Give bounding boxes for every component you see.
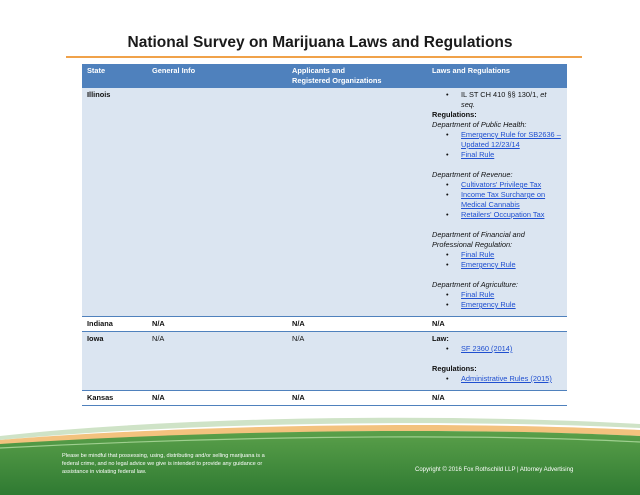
list-item: Retailers' Occupation Tax	[446, 210, 562, 220]
general-info-cell: N/A	[147, 331, 287, 391]
list-item: Emergency Rule	[446, 260, 562, 270]
dept-financial-line2: Professional Regulation:	[432, 240, 513, 249]
laws-cell: IL ST CH 410 §§ 130/1, et seq. Regulatio…	[427, 88, 567, 317]
list-item: Final Rule	[446, 290, 562, 300]
revenue-links: Cultivators' Privilege Tax Income Tax Su…	[432, 180, 562, 220]
laws-table: State General Info Applicants and Regist…	[82, 64, 567, 406]
applicants-cell: N/A	[287, 331, 427, 391]
header-laws: Laws and Regulations	[427, 64, 567, 88]
footer-wave-graphic	[0, 417, 640, 495]
general-info-cell: N/A	[147, 390, 287, 406]
header-applicants: Applicants and Registered Organizations	[287, 64, 427, 88]
state-cell: Indiana	[82, 316, 147, 332]
state-cell: Illinois	[82, 88, 147, 317]
list-item: SF 2360 (2014)	[446, 344, 562, 354]
dept-agriculture: Department of Agriculture:	[432, 280, 518, 289]
general-info-cell	[147, 88, 287, 317]
statute-italic: et seq.	[461, 90, 547, 109]
dept-public-health: Department of Public Health:	[432, 120, 527, 129]
general-info-cell: N/A	[147, 316, 287, 332]
applicants-cell: N/A	[287, 316, 427, 332]
list-item: Cultivators' Privilege Tax	[446, 180, 562, 190]
financial-emergency-rule-link[interactable]: Emergency Rule	[461, 260, 516, 269]
laws-cell: N/A	[427, 390, 567, 406]
iowa-regs-links: Administrative Rules (2015)	[432, 374, 562, 384]
table-row-kansas: Kansas N/A N/A N/A	[82, 390, 567, 406]
header-applicants-line1: Applicants and	[292, 66, 345, 75]
regulations-label: Regulations:	[432, 364, 477, 373]
table-row-indiana: Indiana N/A N/A N/A	[82, 316, 567, 332]
income-tax-surcharge-link-cont[interactable]: Medical Cannabis	[461, 200, 520, 209]
list-item: Final Rule	[446, 250, 562, 260]
administrative-rules-link[interactable]: Administrative Rules (2015)	[461, 374, 552, 383]
applicants-cell	[287, 88, 427, 317]
header-applicants-line2: Registered Organizations	[292, 76, 382, 85]
agriculture-emergency-rule-link[interactable]: Emergency Rule	[461, 300, 516, 309]
agriculture-final-rule-link[interactable]: Final Rule	[461, 290, 495, 299]
footer-copyright: Copyright © 2016 Fox Rothschild LLP | At…	[415, 467, 574, 473]
laws-cell: N/A	[427, 316, 567, 332]
statute-list: IL ST CH 410 §§ 130/1, et seq.	[432, 90, 562, 110]
financial-final-rule-link[interactable]: Final Rule	[461, 250, 495, 259]
sf-2360-link[interactable]: SF 2360 (2014)	[461, 344, 513, 353]
state-cell: Iowa	[82, 331, 147, 391]
list-item: Emergency Rule for SB2636 –Updated 12/23…	[446, 130, 562, 150]
page-title: National Survey on Marijuana Laws and Re…	[127, 34, 513, 51]
applicants-cell: N/A	[287, 390, 427, 406]
emergency-rule-sb2636-link-cont[interactable]: Updated 12/23/14	[461, 140, 520, 149]
statute-text: IL ST CH 410 §§ 130/1,	[461, 90, 541, 99]
law-label: Law:	[432, 334, 449, 343]
iowa-law-links: SF 2360 (2014)	[432, 344, 562, 354]
state-cell: Kansas	[82, 390, 147, 406]
header-general-info: General Info	[147, 64, 287, 88]
table-row-illinois: Illinois IL ST CH 410 §§ 130/1, et seq. …	[82, 88, 567, 317]
list-item: Administrative Rules (2015)	[446, 374, 562, 384]
dept-financial-line1: Department of Financial and	[432, 230, 525, 239]
financial-links: Final Rule Emergency Rule	[432, 250, 562, 270]
table-header-row: State General Info Applicants and Regist…	[82, 64, 567, 88]
final-rule-link[interactable]: Final Rule	[461, 150, 495, 159]
public-health-links: Emergency Rule for SB2636 –Updated 12/23…	[432, 130, 562, 160]
regulations-label: Regulations:	[432, 110, 477, 119]
dept-revenue: Department of Revenue:	[432, 170, 513, 179]
list-item: Final Rule	[446, 150, 562, 160]
header-state: State	[82, 64, 147, 88]
cultivators-tax-link[interactable]: Cultivators' Privilege Tax	[461, 180, 542, 189]
footer-disclaimer: Please be mindful that possessing, using…	[62, 453, 265, 476]
agriculture-links: Final Rule Emergency Rule	[432, 290, 562, 310]
emergency-rule-sb2636-link[interactable]: Emergency Rule for SB2636 –	[461, 130, 561, 139]
income-tax-surcharge-link[interactable]: Income Tax Surcharge on	[461, 190, 546, 199]
retailers-tax-link[interactable]: Retailers' Occupation Tax	[461, 210, 545, 219]
table-row-iowa: Iowa N/A N/A Law: SF 2360 (2014) Regulat…	[82, 331, 567, 391]
list-item: IL ST CH 410 §§ 130/1, et seq.	[446, 90, 562, 110]
laws-cell: Law: SF 2360 (2014) Regulations: Adminis…	[427, 331, 567, 391]
list-item: Emergency Rule	[446, 300, 562, 310]
title-divider	[66, 56, 582, 58]
